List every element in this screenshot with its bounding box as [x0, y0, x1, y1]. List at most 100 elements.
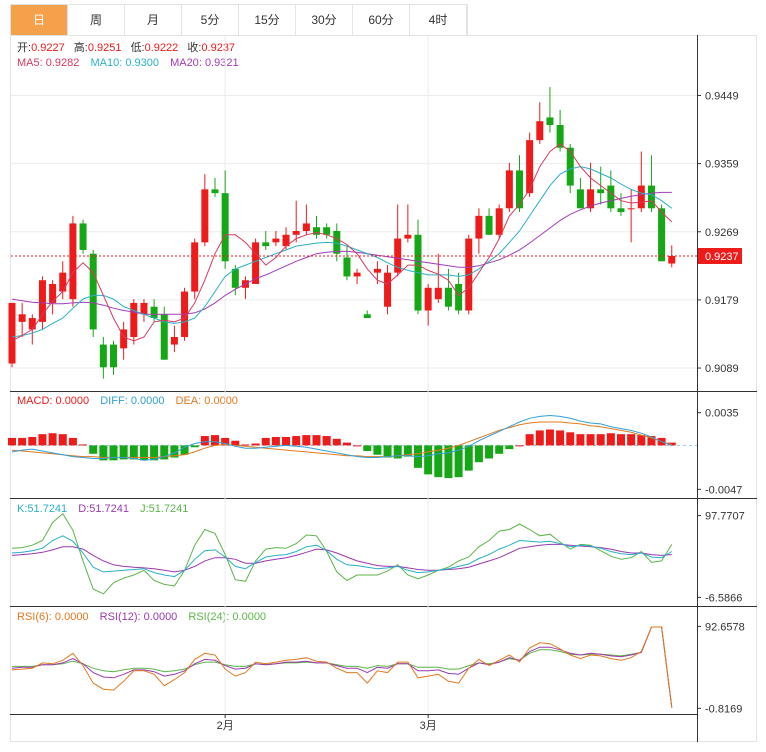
candle-body: [475, 215, 483, 239]
macd-bar: [18, 437, 27, 446]
chart-frame: [10, 35, 757, 742]
macd-bar: [363, 445, 372, 451]
candle-body: [455, 284, 463, 311]
tab-30min[interactable]: 30分: [296, 5, 353, 35]
diff-line: [11, 414, 672, 461]
rsi24-line: [12, 626, 673, 708]
macd-bar: [241, 444, 250, 446]
close-label: 收:: [187, 40, 201, 54]
candle-body: [231, 268, 239, 288]
candle-body: [170, 337, 178, 345]
macd-bar: [383, 445, 392, 458]
macd-bar: [89, 445, 98, 454]
k-line: [11, 535, 673, 578]
candle-body: [576, 189, 584, 209]
macd-bar: [566, 432, 575, 446]
diff-legend-item: DIFF: 0.0000: [100, 395, 164, 407]
candle-body: [516, 170, 523, 209]
macd-bar: [403, 445, 412, 457]
rsi6-legend-item: RSI(6): 0.0000: [17, 611, 89, 623]
macd-bar: [617, 434, 625, 446]
candle-body: [8, 302, 16, 364]
macd-bar: [322, 436, 331, 446]
macd-bar: [129, 445, 138, 460]
tab-day[interactable]: 日: [11, 5, 68, 35]
j-legend-item: J:51.7241: [140, 503, 188, 515]
period-tabs: 日 周 月 5分 15分 30分 60分 4时: [10, 4, 468, 36]
macd-bar: [68, 437, 77, 446]
macd-bar: [79, 444, 88, 446]
macd-bar: [464, 445, 473, 471]
candle-body: [191, 242, 199, 292]
macd-bar: [271, 436, 280, 446]
macd-bar: [282, 436, 291, 446]
macd-bar: [180, 445, 189, 455]
macd-bar: [474, 445, 483, 463]
candle-body: [617, 208, 625, 213]
ma-legend: MA5: 0.9282 MA10: 0.9300 MA20: 0.9321: [17, 57, 239, 69]
candle-body: [221, 193, 229, 262]
macd-bar: [586, 434, 595, 446]
candle-body: [160, 314, 168, 360]
candle-body: [587, 189, 595, 209]
macd-bar: [119, 445, 128, 460]
macd-legend-item: MACD: 0.0000: [17, 395, 89, 407]
candle-body: [150, 306, 158, 319]
candle-body: [597, 189, 605, 194]
macd-bar: [393, 445, 402, 459]
candle-body: [434, 287, 442, 300]
tab-week[interactable]: 周: [68, 5, 125, 35]
candle-body: [485, 215, 493, 235]
candle-body: [59, 272, 67, 292]
candle-body: [495, 208, 503, 235]
candle-body: [647, 185, 655, 209]
candle-body: [566, 147, 574, 186]
tab-month[interactable]: 月: [125, 5, 182, 35]
candle-body: [668, 255, 676, 264]
last-price-tag: [698, 247, 742, 264]
macd-bar: [160, 445, 169, 460]
candle-body: [292, 231, 300, 235]
rsi6-line: [11, 626, 673, 708]
kdj-tick-label-0: 97.7707: [705, 511, 745, 523]
macd-bar: [505, 445, 514, 450]
macd-bar: [312, 435, 321, 446]
j-line: [11, 513, 673, 595]
date-label: 2月: [217, 720, 234, 732]
tab-15min[interactable]: 15分: [239, 5, 296, 35]
rsi12-line: [11, 626, 673, 708]
tab-60min[interactable]: 60分: [353, 5, 410, 35]
candle-body: [262, 242, 270, 247]
macd-bar: [576, 434, 585, 446]
candle-body: [384, 272, 392, 307]
rsi-pane: [11, 626, 673, 708]
last-price-label: 0.9237: [705, 251, 739, 263]
price-tick-label-2: 0.9269: [705, 227, 739, 239]
candle-body: [343, 257, 351, 277]
candle-body: [536, 121, 544, 141]
close-value: 0.9237: [201, 42, 235, 54]
d-legend-item: D:51.7241: [78, 503, 129, 515]
candle-body: [130, 302, 138, 337]
price-tick-label-0: 0.9449: [705, 90, 739, 102]
tab-4hour[interactable]: 4时: [410, 5, 467, 35]
macd-bar: [200, 436, 209, 446]
candle-body: [627, 208, 635, 210]
candle-body: [38, 280, 46, 322]
kdj-tick-label-1: -6.5866: [705, 592, 742, 604]
macd-bar: [150, 445, 159, 461]
candle-body: [424, 287, 432, 311]
macd-bar: [373, 445, 382, 455]
candle-body: [353, 272, 361, 277]
price-tick-label-4: 0.9089: [705, 363, 739, 375]
rsi12-legend-item: RSI(12): 0.0000: [100, 611, 178, 623]
candle-body: [637, 185, 645, 209]
candle-body: [201, 189, 209, 243]
tab-5min[interactable]: 5分: [182, 5, 239, 35]
ma5-line: [11, 143, 673, 342]
macd-bar: [444, 445, 453, 479]
candle-body: [110, 344, 117, 368]
candle-body: [373, 268, 381, 273]
